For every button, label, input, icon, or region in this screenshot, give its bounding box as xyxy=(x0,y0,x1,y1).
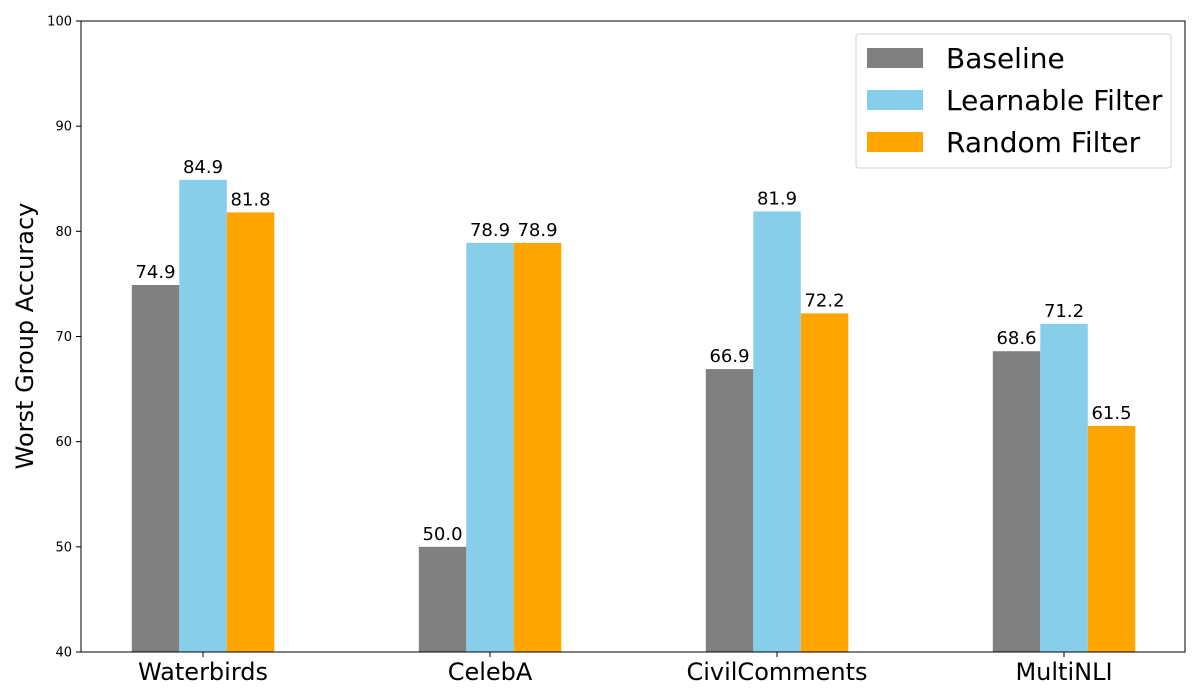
bar-multinli-baseline xyxy=(992,351,1041,652)
legend-box xyxy=(855,33,1172,169)
bar-multinli-random-filter xyxy=(1087,425,1136,652)
data-label-waterbirds-random-filter: 81.8 xyxy=(230,189,270,210)
legend-label-learnable-filter: Learnable Filter xyxy=(946,84,1163,117)
bar-celeba-baseline xyxy=(418,546,467,652)
x-tick-label-civilcomments: CivilComments xyxy=(686,658,867,686)
y-tick-label: 40 xyxy=(55,646,72,661)
bar-waterbirds-baseline xyxy=(131,285,180,652)
x-tick-label-waterbirds: Waterbirds xyxy=(138,658,268,686)
data-label-celeba-learnable-filter: 78.9 xyxy=(470,220,510,241)
y-axis-label: Worst Group Accuracy xyxy=(11,203,39,470)
legend: Baseline Learnable Filter Random Filter xyxy=(855,33,1172,169)
bar-celeba-learnable-filter xyxy=(466,242,514,652)
data-label-civilcomments-baseline: 66.9 xyxy=(709,346,749,367)
y-tick-label: 50 xyxy=(55,540,72,555)
data-label-waterbirds-learnable-filter: 84.9 xyxy=(183,157,223,178)
data-label-civilcomments-learnable-filter: 81.9 xyxy=(757,188,797,209)
data-labels-layer: 74.9 84.9 81.8 50.0 78.9 78.9 66.9 81.9 72.2 68.6… xyxy=(135,157,1131,545)
x-tick-label-multinli: MultiNLI xyxy=(1015,658,1112,686)
bar-civilcomments-random-filter xyxy=(800,313,849,652)
legend-swatch-baseline xyxy=(867,48,923,68)
bar-waterbirds-learnable-filter xyxy=(179,179,227,653)
legend-label-baseline: Baseline xyxy=(946,42,1065,75)
data-label-multinli-learnable-filter: 71.2 xyxy=(1044,301,1084,322)
bar-waterbirds-random-filter xyxy=(226,212,275,652)
legend-label-random-filter: Random Filter xyxy=(946,126,1141,159)
x-tick-label-celeba: CelebA xyxy=(448,658,533,686)
bar-civilcomments-learnable-filter xyxy=(753,211,801,652)
data-label-waterbirds-baseline: 74.9 xyxy=(135,262,175,283)
data-label-celeba-baseline: 50.0 xyxy=(422,524,462,545)
data-label-celeba-random-filter: 78.9 xyxy=(517,220,557,241)
x-axis: Waterbirds CelebA CivilComments MultiNLI xyxy=(138,652,1113,686)
bar-civilcomments-baseline xyxy=(705,369,754,652)
y-tick-label: 100 xyxy=(47,15,72,30)
y-tick-label: 90 xyxy=(55,120,72,135)
y-axis: 40 50 60 70 80 90 100 xyxy=(47,15,81,661)
data-label-multinli-baseline: 68.6 xyxy=(996,328,1036,349)
y-tick-label: 60 xyxy=(55,435,72,450)
y-tick-label: 70 xyxy=(55,330,72,345)
y-tick-label: 80 xyxy=(55,225,72,240)
bars-layer xyxy=(131,179,1136,653)
legend-swatch-random-filter xyxy=(867,132,923,152)
data-label-multinli-random-filter: 61.5 xyxy=(1091,403,1131,424)
bar-multinli-learnable-filter xyxy=(1040,323,1088,652)
bar-celeba-random-filter xyxy=(513,242,562,652)
data-label-civilcomments-random-filter: 72.2 xyxy=(804,290,844,311)
legend-swatch-learnable-filter xyxy=(867,90,923,110)
